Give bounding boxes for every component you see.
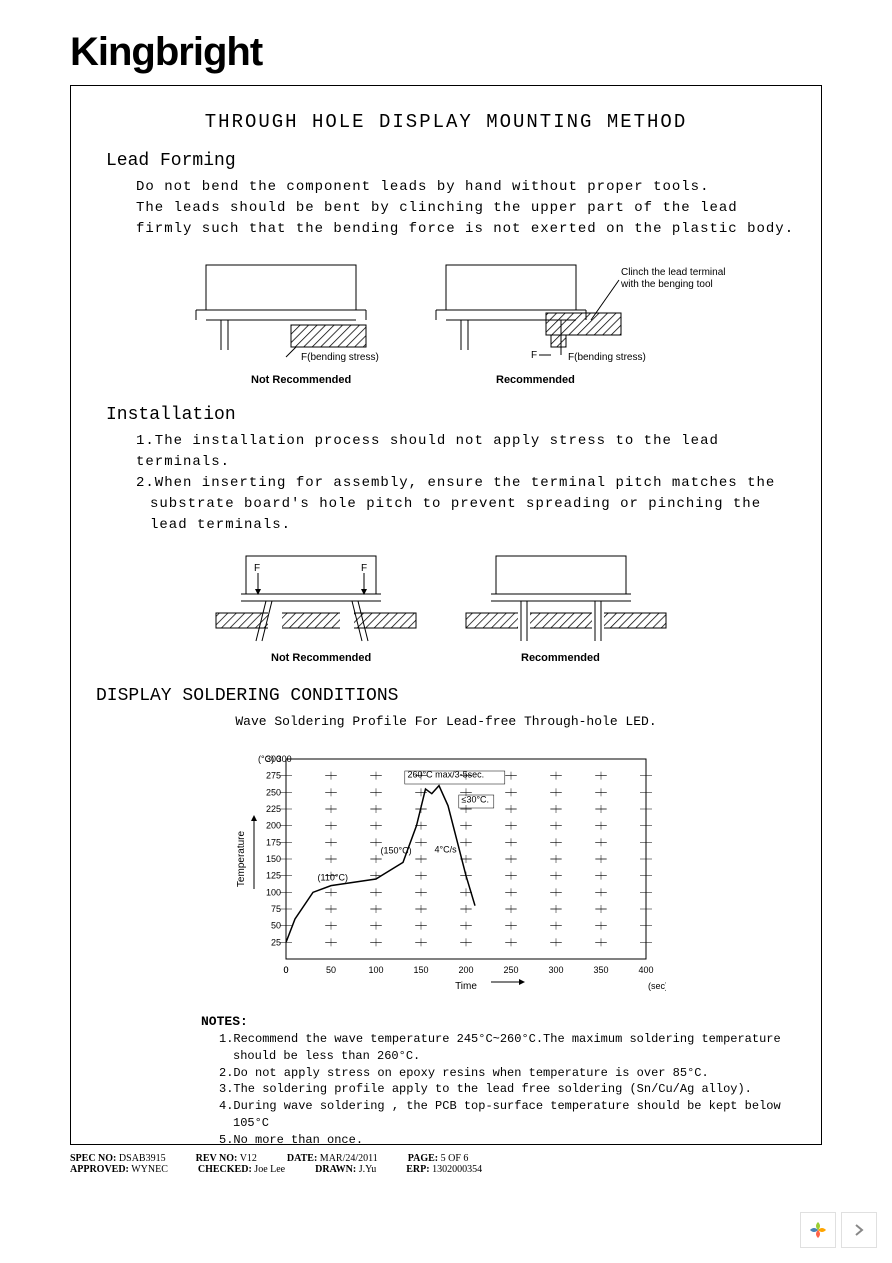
notes-list: 1.Recommend the wave temperature 245°C~2… — [219, 1031, 801, 1145]
erp-label: ERP: — [406, 1164, 429, 1175]
not-rec-caption-2: Not Recommended — [271, 652, 371, 664]
bending-stress-label: F(bending stress) — [301, 352, 379, 363]
svg-text:(sec): (sec) — [648, 981, 666, 991]
notes-title: NOTES: — [201, 1014, 801, 1029]
note-2: 2.Do not apply stress on epoxy resins wh… — [219, 1065, 801, 1082]
svg-text:Time: Time — [455, 981, 477, 992]
chart-title: Wave Soldering Profile For Lead-free Thr… — [91, 714, 801, 729]
svg-text:100: 100 — [266, 887, 281, 897]
svg-text:300: 300 — [548, 965, 563, 975]
svg-text:F(bending stress): F(bending stress) — [568, 352, 646, 363]
nav-icons — [800, 1212, 877, 1248]
diagram-svg-2: F F — [196, 551, 696, 666]
installation-title: Installation — [106, 405, 801, 425]
drawn-value: J.Yu — [359, 1164, 377, 1175]
svg-text:F: F — [254, 563, 260, 574]
svg-text:75: 75 — [271, 904, 281, 914]
installation-p1: 1.The installation process should not ap… — [136, 431, 801, 473]
checked-value: Joe Lee — [254, 1164, 285, 1175]
note-3: 3.The soldering profile apply to the lea… — [219, 1081, 801, 1098]
checked-label: CHECKED: — [198, 1164, 252, 1175]
note-5: 5.No more than once. — [219, 1132, 801, 1145]
svg-text:50: 50 — [271, 921, 281, 931]
erp-value: 1302000354 — [432, 1164, 482, 1175]
svg-text:(150°C): (150°C) — [381, 846, 412, 856]
svg-text:Temperature: Temperature — [236, 830, 247, 887]
content-frame: THROUGH HOLE DISPLAY MOUNTING METHOD Lea… — [70, 85, 822, 1145]
svg-text:200: 200 — [458, 965, 473, 975]
svg-text:4°C/s: 4°C/s — [435, 844, 458, 854]
svg-text:≤30°C.: ≤30°C. — [462, 794, 490, 804]
svg-text:with the benging tool: with the benging tool — [620, 279, 713, 290]
brand-logo: Kingbright — [70, 30, 822, 75]
svg-text:250: 250 — [503, 965, 518, 975]
diagram-svg-1: F(bending stress) F — [166, 255, 726, 385]
approved-label: APPROVED: — [70, 1164, 129, 1175]
spec-value: DSAB3915 — [119, 1153, 166, 1164]
svg-text:0: 0 — [283, 965, 288, 975]
svg-text:F: F — [531, 350, 537, 361]
rev-label: REV NO: — [196, 1153, 238, 1164]
svg-text:100: 100 — [368, 965, 383, 975]
page-value: 5 OF 6 — [441, 1153, 469, 1164]
svg-text:150: 150 — [266, 854, 281, 864]
svg-text:350: 350 — [593, 965, 608, 975]
drawn-label: DRAWN: — [315, 1164, 356, 1175]
installation-p2: 2.When inserting for assembly, ensure th… — [136, 473, 801, 536]
lead-forming-p1: Do not bend the component leads by hand … — [136, 177, 801, 198]
flower-icon[interactable] — [800, 1212, 836, 1248]
svg-text:400: 400 — [638, 965, 653, 975]
svg-text:F: F — [361, 563, 367, 574]
lead-forming-diagram: F(bending stress) F — [91, 255, 801, 390]
lead-forming-p2: The leads should be bent by clinching th… — [136, 198, 801, 240]
soldering-chart: 0 50 100 150 200 250 300 350 400 25 50 75 100 125 150 1… — [91, 744, 801, 999]
note-1: 1.Recommend the wave temperature 245°C~2… — [219, 1031, 801, 1065]
svg-text:Clinch the lead terminal: Clinch the lead terminal — [621, 267, 726, 278]
svg-text:(110°C): (110°C) — [318, 872, 348, 882]
svg-text:(°C) 300: (°C) 300 — [258, 754, 292, 764]
note-4: 4.During wave soldering , the PCB top-su… — [219, 1098, 801, 1132]
next-page-icon[interactable] — [841, 1212, 877, 1248]
soldering-title: DISPLAY SOLDERING CONDITIONS — [96, 686, 801, 706]
date-label: DATE: — [287, 1153, 317, 1164]
rec-caption-2: Recommended — [521, 652, 600, 664]
svg-text:225: 225 — [266, 804, 281, 814]
chart-svg: 0 50 100 150 200 250 300 350 400 25 50 75 100 125 150 1… — [226, 744, 666, 994]
installation-diagram: F F — [91, 551, 801, 671]
page-label: PAGE: — [408, 1153, 438, 1164]
page: Kingbright THROUGH HOLE DISPLAY MOUNTING… — [0, 0, 892, 1263]
approved-value: WYNEC — [131, 1164, 168, 1175]
svg-text:175: 175 — [266, 837, 281, 847]
lead-forming-title: Lead Forming — [106, 151, 801, 171]
not-rec-caption-1: Not Recommended — [251, 374, 351, 385]
svg-text:150: 150 — [413, 965, 428, 975]
rev-value: V12 — [240, 1153, 257, 1164]
svg-text:200: 200 — [266, 821, 281, 831]
footer: SPEC NO: DSAB3915 REV NO: V12 DATE: MAR/… — [70, 1153, 822, 1175]
spec-label: SPEC NO: — [70, 1153, 116, 1164]
svg-text:250: 250 — [266, 787, 281, 797]
date-value: MAR/24/2011 — [320, 1153, 378, 1164]
svg-text:25: 25 — [271, 937, 281, 947]
svg-text:125: 125 — [266, 871, 281, 881]
rec-caption-1: Recommended — [496, 374, 575, 385]
main-title: THROUGH HOLE DISPLAY MOUNTING METHOD — [91, 111, 801, 133]
svg-text:50: 50 — [326, 965, 336, 975]
svg-text:275: 275 — [266, 771, 281, 781]
